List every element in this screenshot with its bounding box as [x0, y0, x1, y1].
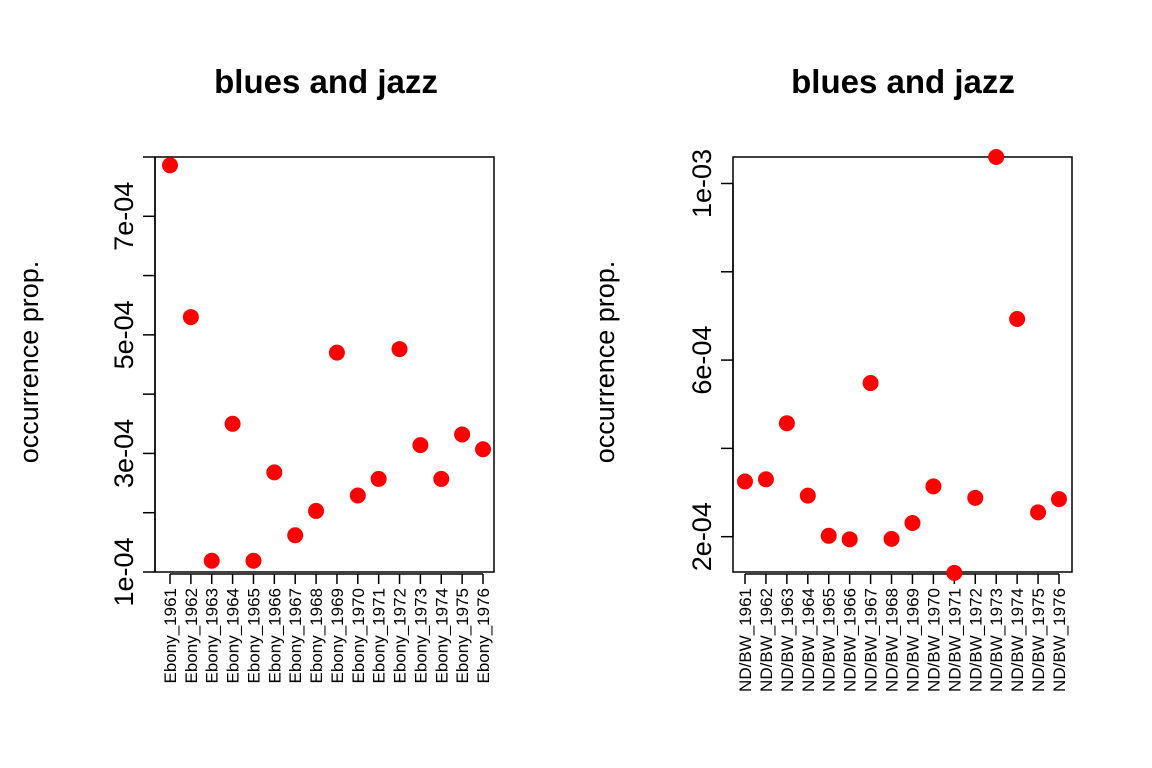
right-y-tick-label: 2e-04	[687, 502, 717, 571]
right-x-tick-label: ND/BW_1966	[841, 588, 860, 692]
right-data-point	[862, 375, 879, 392]
left-data-point	[182, 309, 199, 326]
left-data-point	[308, 502, 325, 519]
right-data-point	[904, 514, 921, 531]
left-panel: blues and jazz occurrence prop. 1e-04 3e-…	[14, 63, 495, 683]
right-x-tick-label: ND/BW_1975	[1029, 588, 1048, 692]
left-data-point	[328, 344, 345, 361]
left-y-tick-label: 7e-04	[109, 182, 139, 251]
left-data-point	[412, 437, 429, 454]
right-data-point	[778, 415, 795, 432]
right-x-tick-label: ND/BW_1963	[778, 588, 797, 692]
right-data-point	[820, 527, 837, 544]
left-data-point	[203, 552, 220, 569]
right-x-tick-label: ND/BW_1969	[903, 588, 922, 692]
right-data-point	[967, 489, 984, 506]
right-data-point	[841, 531, 858, 548]
left-x-axis: Ebony_1961 Ebony_1962 Ebony_1963 Ebony_1964…	[161, 573, 493, 683]
left-x-tick-label: Ebony_1974	[432, 588, 451, 683]
left-x-tick-label: Ebony_1964	[224, 588, 243, 683]
right-plot-frame	[732, 156, 1073, 573]
left-y-tick-label: 5e-04	[109, 300, 139, 369]
left-x-tick-label: Ebony_1971	[370, 588, 389, 683]
right-x-tick-label: ND/BW_1973	[987, 588, 1006, 692]
right-data-point	[988, 149, 1005, 165]
left-x-tick-label: Ebony_1966	[265, 588, 284, 683]
right-data-point	[946, 564, 963, 581]
left-chart-title: blues and jazz	[214, 63, 438, 100]
right-x-tick-label: ND/BW_1961	[736, 588, 755, 692]
right-y-axis: 2e-04 6e-04 1e-03	[687, 149, 734, 571]
left-x-tick-label: Ebony_1965	[244, 588, 263, 683]
right-x-tick-label: ND/BW_1967	[862, 588, 881, 692]
right-x-tick-label: ND/BW_1965	[820, 588, 839, 692]
right-data-point	[1030, 504, 1047, 521]
right-points	[737, 149, 1067, 581]
right-x-tick-label: ND/BW_1964	[799, 588, 818, 692]
right-x-tick-label: ND/BW_1962	[757, 588, 776, 692]
right-x-tick-label: ND/BW_1976	[1050, 588, 1069, 692]
right-data-point	[757, 471, 774, 488]
right-data-point	[737, 473, 753, 490]
right-data-point	[1009, 311, 1026, 328]
left-y-axis-label: occurrence prop.	[14, 261, 44, 464]
left-y-axis: 1e-04 3e-04 5e-04 7e-04	[109, 156, 156, 607]
left-data-point	[433, 470, 450, 487]
left-x-tick-label: Ebony_1975	[453, 588, 472, 683]
right-y-axis-label: occurrence prop.	[590, 261, 620, 464]
left-x-tick-label: Ebony_1963	[203, 588, 222, 683]
left-data-point	[287, 527, 304, 544]
left-x-tick-label: Ebony_1968	[307, 588, 326, 683]
right-data-point	[883, 530, 900, 547]
left-x-tick-label: Ebony_1969	[328, 588, 347, 683]
left-data-point	[224, 415, 241, 432]
right-x-tick-label: ND/BW_1970	[924, 588, 943, 692]
left-data-point	[454, 426, 471, 443]
left-y-tick-label: 1e-04	[109, 537, 139, 606]
right-y-tick-label: 6e-04	[687, 326, 717, 395]
right-x-tick-label: ND/BW_1974	[1008, 588, 1027, 692]
right-x-tick-label: ND/BW_1968	[883, 588, 902, 692]
left-x-tick-label: Ebony_1970	[349, 588, 368, 683]
right-x-tick-label: ND/BW_1971	[945, 588, 964, 692]
left-points	[162, 157, 491, 569]
right-data-point	[799, 487, 816, 504]
left-plot-frame	[154, 156, 495, 573]
right-x-axis: ND/BW_1961 ND/BW_1962 ND/BW_1963 ND/BW_1964…	[736, 573, 1069, 692]
right-chart-title: blues and jazz	[791, 63, 1015, 100]
right-panel: blues and jazz occurrence prop. 2e-04 6e-…	[590, 63, 1073, 692]
left-data-point	[349, 487, 366, 504]
right-data-point	[925, 478, 942, 495]
left-x-tick-label: Ebony_1967	[286, 588, 305, 683]
left-x-tick-label: Ebony_1961	[161, 588, 180, 683]
left-x-tick-label: Ebony_1962	[182, 588, 201, 683]
left-data-point	[391, 341, 408, 358]
left-data-point	[475, 441, 491, 458]
right-y-tick-label: 1e-03	[687, 149, 717, 218]
left-data-point	[370, 470, 387, 487]
left-data-point	[245, 552, 262, 569]
left-y-tick-label: 3e-04	[109, 419, 139, 488]
left-x-tick-label: Ebony_1972	[391, 588, 410, 683]
right-x-tick-label: ND/BW_1972	[966, 588, 985, 692]
left-x-tick-label: Ebony_1976	[474, 588, 493, 683]
left-x-tick-label: Ebony_1973	[411, 588, 430, 683]
left-data-point	[266, 464, 283, 481]
left-data-point	[162, 157, 178, 174]
right-data-point	[1051, 491, 1067, 508]
